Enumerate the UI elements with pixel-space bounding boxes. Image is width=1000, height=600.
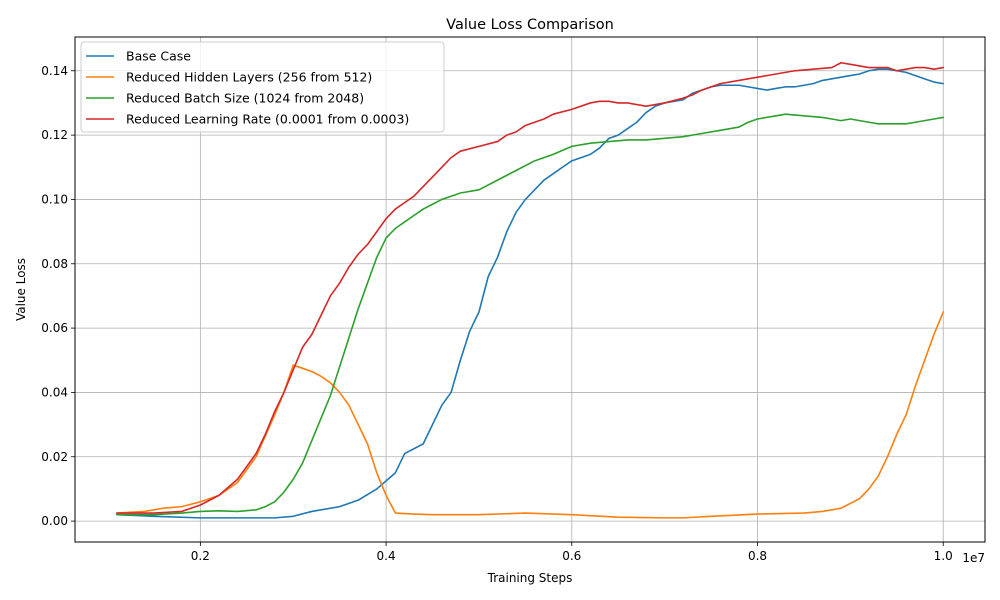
legend-label: Reduced Batch Size (1024 from 2048) bbox=[126, 91, 364, 106]
y-tick-label: 0.08 bbox=[41, 257, 68, 271]
x-axis-offset-label: 1e7 bbox=[962, 551, 985, 565]
series-line-4 bbox=[115, 61, 945, 514]
series-line-3 bbox=[115, 113, 945, 516]
legend-label: Reduced Learning Rate (0.0001 from 0.000… bbox=[126, 112, 409, 127]
y-tick-label: 0.10 bbox=[41, 192, 68, 206]
y-tick-label: 0.00 bbox=[41, 514, 68, 528]
x-tick-label: 0.6 bbox=[562, 549, 581, 563]
y-axis-label: Value Loss bbox=[14, 258, 28, 321]
x-axis-label: Training Steps bbox=[487, 571, 573, 585]
chart-title: Value Loss Comparison bbox=[446, 17, 614, 33]
series-line-2 bbox=[115, 311, 945, 519]
legend-box bbox=[80, 41, 445, 133]
series-line-1 bbox=[115, 68, 945, 519]
y-tick-label: 0.06 bbox=[41, 321, 68, 335]
series-lines bbox=[115, 61, 945, 519]
legend-label: Reduced Hidden Layers (256 from 512) bbox=[126, 70, 372, 85]
grid bbox=[75, 37, 985, 542]
y-axis-ticks: 0.00 0.02 0.04 0.06 0.08 0.10 0.12 0.14 bbox=[41, 64, 75, 528]
x-tick-label: 1.0 bbox=[934, 549, 953, 563]
x-axis-ticks: 0.2 0.4 0.6 0.8 1.0 bbox=[191, 542, 953, 563]
y-tick-label: 0.04 bbox=[41, 385, 68, 399]
x-tick-label: 0.8 bbox=[748, 549, 767, 563]
legend: Base Case Reduced Hidden Layers (256 from… bbox=[80, 41, 445, 133]
plot-frame bbox=[74, 36, 986, 543]
legend-label: Base Case bbox=[126, 49, 191, 64]
y-tick-label: 0.14 bbox=[41, 64, 68, 78]
x-tick-label: 0.4 bbox=[377, 549, 396, 563]
y-tick-label: 0.02 bbox=[41, 450, 68, 464]
y-tick-label: 0.12 bbox=[41, 128, 68, 142]
x-tick-label: 0.2 bbox=[191, 549, 210, 563]
